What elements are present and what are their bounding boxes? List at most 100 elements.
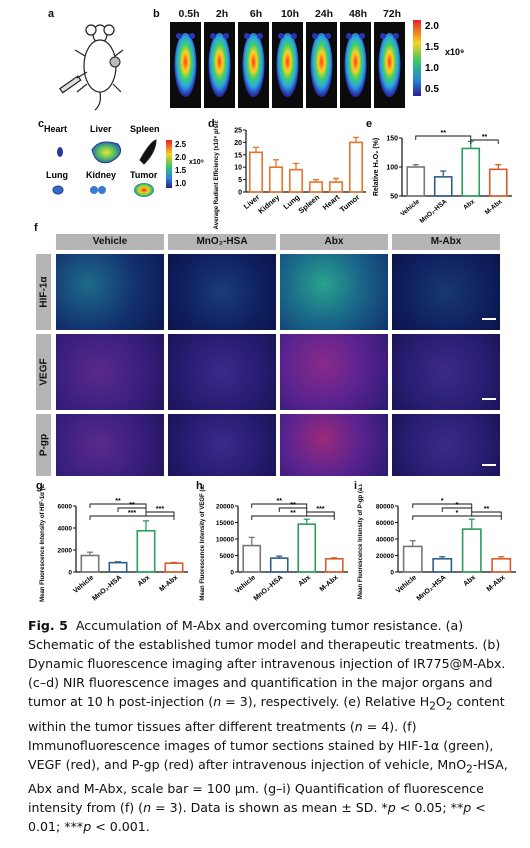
chart-h: 0 5000 10000 15000 20000 Mean Fluorescence In… xyxy=(200,484,348,603)
bar xyxy=(248,151,263,193)
chart-e: 50 100 150 Relative H₂O₂ (%) VehicleMnO₂-HSA… xyxy=(373,130,512,225)
timepoint-label: 6h xyxy=(249,8,263,20)
colorbar-b-tick: 1.0 xyxy=(425,63,439,74)
caption-c-tail: = 3), respectively. xyxy=(221,694,340,709)
y-tick-label: 25 xyxy=(234,128,242,135)
significance-label: *** xyxy=(156,506,164,513)
panel-label-f: f xyxy=(34,222,38,234)
bar xyxy=(108,561,128,573)
significance-label: * xyxy=(456,510,459,517)
caption-fig-label: Fig. 5 xyxy=(28,618,68,633)
y-tick-label: 20000 xyxy=(216,504,234,511)
panel-label-c: c xyxy=(38,118,45,130)
significance-label: * xyxy=(441,498,444,505)
caption-sig: < 0.001. xyxy=(91,819,150,835)
category-label: M-Abx xyxy=(484,198,504,216)
mouse-ear xyxy=(278,33,284,39)
caption-e-pre: (e) Relative H xyxy=(339,694,430,709)
mouse-ear xyxy=(189,33,195,39)
kidney-image xyxy=(98,186,106,194)
column-header-m-abx: M-Abx xyxy=(392,234,500,250)
mouse-ear xyxy=(346,33,352,39)
significance-label: *** xyxy=(128,510,136,517)
y-tick-label: 60000 xyxy=(376,520,394,527)
significance-label: ** xyxy=(277,498,283,505)
category-label: MnO₂-HSA xyxy=(253,574,285,602)
column-header-mno2-hsa: MnO₂-HSA xyxy=(168,234,276,250)
caption-n: n xyxy=(213,694,222,709)
caption-p: p xyxy=(463,800,472,816)
bar xyxy=(309,181,324,193)
caption-f-pre: (f) Immunofluorescence images of tumor s… xyxy=(28,718,494,772)
organ-label: Tumor xyxy=(130,170,158,180)
chart-d: 0 5 10 15 20 25 Average Radiant Efficiency (x1… xyxy=(213,120,366,229)
bar xyxy=(269,557,289,573)
significance-bracket xyxy=(145,511,175,516)
y-tick-label: 20000 xyxy=(376,553,394,560)
organ-label: Spleen xyxy=(130,124,160,134)
y-tick-label: 100 xyxy=(386,165,398,172)
colorbar-b-tick: 2.0 xyxy=(425,21,439,32)
bar xyxy=(80,554,100,573)
y-tick-label: 5 xyxy=(238,177,242,184)
mouse-imaging-strip xyxy=(170,22,405,108)
liver-image xyxy=(91,141,122,164)
bar xyxy=(402,545,423,573)
scale-bar xyxy=(482,464,496,466)
row-label-vegf: VEGF xyxy=(36,334,51,410)
spleen-image xyxy=(139,139,157,165)
if-image xyxy=(280,254,388,330)
if-image xyxy=(392,254,500,330)
y-tick-label: 20 xyxy=(234,140,242,147)
category-label: Vehicle xyxy=(72,574,95,595)
bar xyxy=(433,176,453,197)
y-tick-label: 0 xyxy=(68,570,72,577)
organ-label: Kidney xyxy=(86,170,116,180)
y-tick-label: 2000 xyxy=(58,548,73,555)
significance-bracket xyxy=(117,507,147,512)
significance-label: ** xyxy=(129,502,135,509)
bar xyxy=(164,562,184,573)
bar xyxy=(329,181,344,193)
if-image xyxy=(280,334,388,410)
chart-g: 0 2000 4000 6000 Mean Fluorescence Intensity… xyxy=(40,484,188,603)
y-tick-label: 80000 xyxy=(376,504,394,511)
significance-label: ** xyxy=(484,506,490,513)
timepoint-label: 48h xyxy=(348,8,368,20)
category-label: Spleen xyxy=(297,192,322,215)
category-label: M-Abx xyxy=(486,574,507,593)
y-tick-label: 0 xyxy=(390,570,394,577)
if-image xyxy=(56,254,164,330)
colorbar-b-tick: 1.5 xyxy=(425,42,439,53)
colorbar-c-unit: x10⁹ xyxy=(189,159,204,166)
bar xyxy=(297,523,317,573)
significance-bracket xyxy=(251,503,308,508)
significance-bracket xyxy=(89,503,147,508)
category-label: MnO₂-HSA xyxy=(91,574,123,602)
caption-f-mid: -HSA, Abx and M-Abx, scale bar = 100 μm. xyxy=(28,756,508,797)
timepoint-label: 10h xyxy=(280,8,300,20)
y-axis-label: Average Radiant Efficiency (x10⁹ p/s/cm²… xyxy=(213,120,220,229)
caption-e-mid: O xyxy=(435,694,446,709)
category-label: Abx xyxy=(462,198,476,212)
panel-label-e: e xyxy=(366,118,373,130)
y-tick-label: 4000 xyxy=(58,526,73,533)
if-image xyxy=(168,254,276,330)
mouse-fluorescence xyxy=(208,33,231,97)
category-label: MnO₂-HSA xyxy=(419,198,449,225)
panel-label-b: b xyxy=(153,8,160,20)
y-tick-label: 6000 xyxy=(58,504,73,511)
if-image xyxy=(168,414,276,476)
category-label: Abx xyxy=(137,574,152,588)
caption-n: n xyxy=(143,800,152,816)
mouse-ear xyxy=(380,33,386,39)
significance-label: ** xyxy=(290,502,296,509)
significance-bracket xyxy=(412,503,473,508)
y-tick-label: 15000 xyxy=(216,520,234,527)
caption-sig: < 0.01; *** xyxy=(28,800,486,835)
significance-label: ** xyxy=(290,510,296,517)
scale-bar xyxy=(482,318,496,320)
significance-label: ** xyxy=(115,498,121,505)
if-image xyxy=(392,414,500,476)
